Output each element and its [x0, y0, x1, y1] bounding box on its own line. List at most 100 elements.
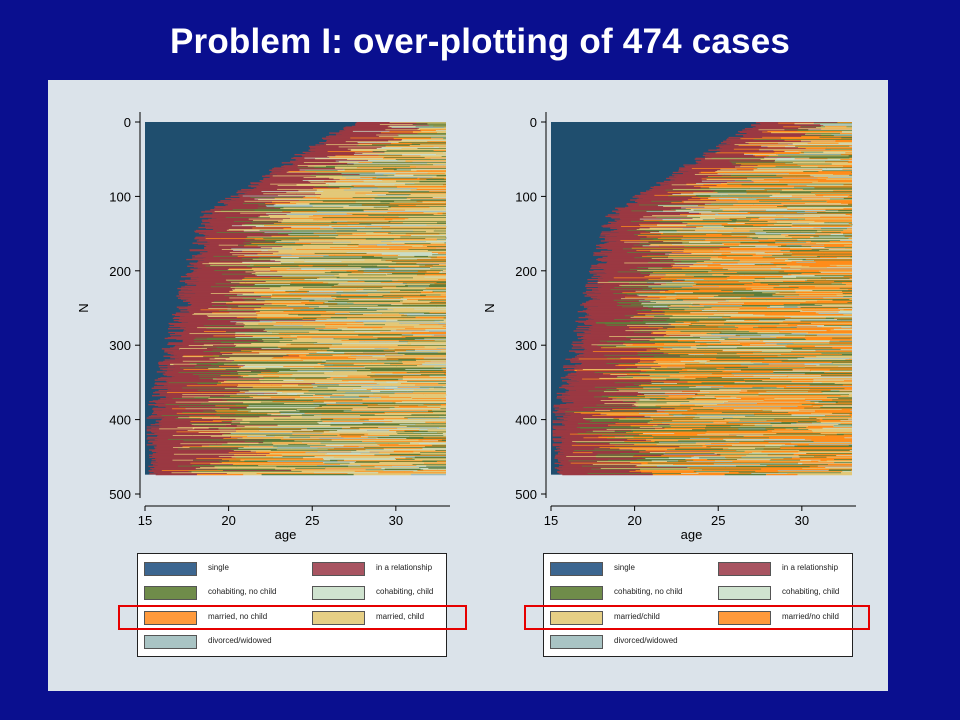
sequence-segment: [391, 465, 427, 468]
sequence-segment: [701, 180, 780, 183]
sequence-segment: [178, 320, 260, 322]
sequence-segment: [809, 157, 850, 160]
sequence-segment: [424, 446, 446, 448]
sequence-segment: [415, 205, 446, 207]
sequence-segment: [409, 145, 446, 147]
sequence-row: [155, 391, 446, 393]
sequence-segment: [800, 320, 852, 322]
sequence-segment: [315, 148, 377, 150]
sequence-row: [293, 156, 446, 159]
sequence-segment: [706, 177, 783, 179]
sequence-segment: [323, 285, 408, 288]
sequence-segment: [670, 305, 693, 307]
sequence-segment: [379, 353, 446, 355]
sequence-segment: [172, 398, 209, 400]
sequence-segment: [683, 322, 764, 324]
sequence-segment: [732, 290, 776, 293]
sequence-segment: [193, 339, 263, 341]
sequence-segment: [275, 468, 326, 471]
sequence-row: [174, 366, 446, 369]
sequence-segment: [442, 271, 446, 273]
sequence-segment: [603, 360, 656, 362]
sequence-segment: [408, 373, 445, 375]
sequence-segment: [254, 238, 305, 241]
sequence-segment: [423, 357, 446, 360]
sequence-segment: [331, 226, 390, 228]
sequence-segment: [323, 458, 395, 460]
sequence-segment: [578, 321, 631, 323]
sequence-segment: [711, 307, 767, 309]
sequence-segment: [347, 148, 414, 151]
sequence-segment: [385, 341, 408, 343]
sequence-segment: [155, 382, 169, 384]
x-tick-label: 20: [221, 513, 235, 528]
sequence-segment: [834, 318, 852, 320]
sequence-segment: [567, 374, 611, 376]
sequence-segment: [397, 462, 446, 464]
sequence-row: [158, 422, 446, 424]
sequence-row: [214, 208, 446, 210]
sequence-segment: [401, 192, 446, 195]
sequence-segment: [603, 354, 695, 357]
sequence-segment: [370, 432, 414, 434]
sequence-segment: [214, 208, 281, 210]
sequence-row: [215, 206, 446, 209]
sequence-row: [155, 457, 446, 459]
sequence-segment: [291, 231, 362, 233]
sequence-segment: [796, 276, 850, 279]
sequence-segment: [336, 222, 403, 224]
sequence-segment: [344, 169, 394, 171]
sequence-segment: [243, 230, 338, 232]
sequence-segment: [631, 210, 664, 212]
sequence-segment: [280, 412, 305, 415]
sequence-segment: [755, 233, 844, 235]
sequence-segment: [193, 266, 205, 268]
sequence-row: [256, 186, 446, 189]
sequence-segment: [696, 345, 743, 347]
sequence-segment: [295, 408, 353, 410]
sequence-segment: [752, 316, 791, 319]
sequence-segment: [174, 345, 236, 348]
sequence-segment: [181, 321, 231, 323]
sequence-segment: [689, 165, 758, 167]
sequence-segment: [438, 278, 446, 281]
sequence-segment: [817, 177, 852, 180]
sequence-segment: [299, 252, 347, 254]
sequence-segment: [265, 240, 282, 242]
sequence-segment: [705, 325, 798, 327]
sequence-row: [742, 129, 852, 131]
sequence-segment: [150, 462, 191, 465]
sequence-segment: [343, 127, 420, 130]
sequence-row: [271, 171, 446, 173]
sequence-segment: [204, 259, 220, 261]
sequence-row: [643, 192, 852, 195]
sequence-segment: [315, 328, 338, 330]
sequence-segment: [431, 301, 446, 303]
sequence-segment: [603, 373, 640, 375]
sequence-segment: [601, 276, 645, 278]
sequence-segment: [313, 415, 361, 417]
sequence-segment: [345, 141, 377, 143]
sequence-segment: [184, 328, 215, 331]
sequence-row: [205, 234, 446, 236]
sequence-row: [578, 316, 852, 319]
sequence-segment: [182, 387, 216, 389]
sequence-segment: [683, 249, 740, 251]
sequence-row: [204, 247, 446, 250]
sequence-segment: [394, 200, 417, 203]
sequence-segment: [568, 382, 615, 384]
sequence-row: [305, 155, 446, 157]
sequence-segment: [158, 405, 216, 407]
sequence-row: [688, 171, 852, 173]
sequence-segment: [582, 292, 623, 294]
sequence-segment: [442, 369, 446, 372]
sequence-segment: [824, 244, 852, 247]
sequence-segment: [791, 226, 852, 228]
sequence-segment: [252, 258, 270, 261]
sequence-segment: [163, 385, 187, 387]
sequence-row: [598, 305, 852, 308]
sequence-segment: [271, 171, 289, 173]
sequence-segment: [361, 204, 393, 206]
sequence-row: [599, 299, 852, 301]
sequence-segment: [736, 347, 833, 349]
